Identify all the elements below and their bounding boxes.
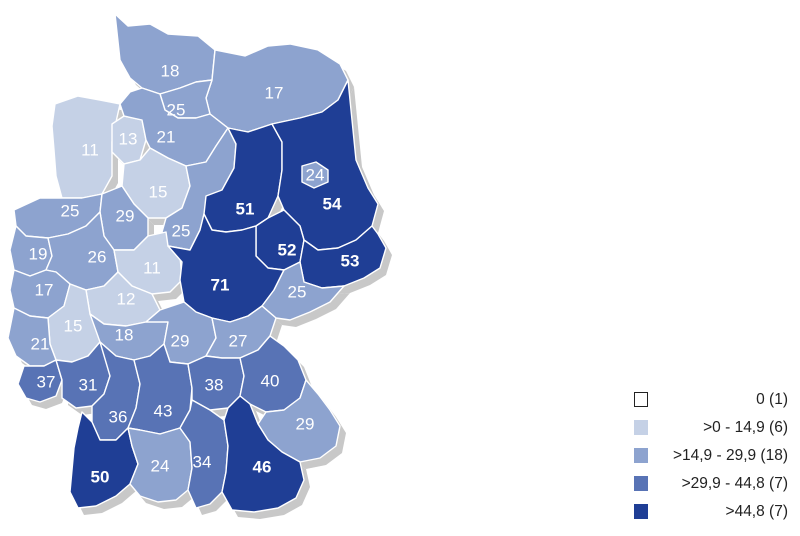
region-berlin xyxy=(301,161,329,189)
region-value-label: 36 xyxy=(109,407,128,426)
legend-label: >14,9 - 29,9 (18) xyxy=(672,447,788,464)
region-value-label: 18 xyxy=(115,325,134,344)
region-value-label: 15 xyxy=(64,316,83,335)
region-value-label: 37 xyxy=(37,372,56,391)
region-value-label: 21 xyxy=(157,127,176,146)
region-freiburg xyxy=(69,411,139,509)
legend-item: >0 - 14,9 (6) xyxy=(630,414,796,442)
region-value-label: 46 xyxy=(253,457,272,476)
region-value-label: 19 xyxy=(29,244,48,263)
region-value-label: 11 xyxy=(143,258,161,277)
region-value-label: 43 xyxy=(154,401,173,420)
region-value-label: 53 xyxy=(341,251,360,270)
region-value-label: 29 xyxy=(116,206,135,225)
legend-item: >29,9 - 44,8 (7) xyxy=(630,470,796,498)
region-value-label: 71 xyxy=(211,275,230,294)
region-chemnitz xyxy=(261,261,345,321)
legend-label: >29,9 - 44,8 (7) xyxy=(681,475,788,492)
map-value-labels: 18 17 25 11 13 21 15 25 51 54 24 25 29 19 26 17 11 12 52 53… xyxy=(29,61,360,486)
region-value-label: 38 xyxy=(205,375,224,394)
region-value-label: 24 xyxy=(306,165,325,184)
legend-swatch xyxy=(634,504,648,519)
region-value-label: 18 xyxy=(161,61,180,80)
region-value-label: 25 xyxy=(167,100,186,119)
region-value-label: 25 xyxy=(288,282,307,301)
region-niederbayern xyxy=(257,379,341,463)
region-value-label: 17 xyxy=(35,280,54,299)
region-value-label: 25 xyxy=(61,201,80,220)
region-value-label: 52 xyxy=(278,240,297,259)
region-tuebingen xyxy=(127,427,193,503)
legend-item: 0 (1) xyxy=(630,386,796,414)
region-weser-ems xyxy=(51,95,121,199)
region-value-label: 29 xyxy=(296,414,315,433)
map-regions xyxy=(7,13,387,513)
legend-swatch xyxy=(634,420,648,435)
region-value-label: 34 xyxy=(193,452,212,471)
region-oberbayern xyxy=(221,395,305,513)
region-value-label: 29 xyxy=(171,331,190,350)
legend-swatch xyxy=(634,476,648,491)
legend-swatch xyxy=(634,392,648,407)
region-value-label: 15 xyxy=(149,182,168,201)
legend-swatch xyxy=(634,448,648,463)
region-value-label: 21 xyxy=(31,334,50,353)
region-value-label: 51 xyxy=(236,199,255,218)
region-value-label: 31 xyxy=(79,375,98,394)
region-value-label: 11 xyxy=(81,140,99,159)
legend-label: >44,8 (7) xyxy=(725,503,788,520)
region-value-label: 50 xyxy=(91,467,110,486)
region-value-label: 24 xyxy=(151,456,170,475)
legend-label: >0 - 14,9 (6) xyxy=(703,419,788,436)
legend-label: 0 (1) xyxy=(756,391,788,408)
region-saarland xyxy=(17,359,63,403)
region-value-label: 27 xyxy=(229,331,248,350)
region-value-label: 26 xyxy=(88,247,107,266)
region-value-label: 17 xyxy=(265,83,284,102)
region-value-label: 40 xyxy=(261,371,280,390)
legend-item: >44,8 (7) xyxy=(630,498,796,526)
region-value-label: 12 xyxy=(117,289,136,308)
legend-item: >14,9 - 29,9 (18) xyxy=(630,442,796,470)
region-value-label: 54 xyxy=(323,194,342,213)
map-legend: 0 (1) >0 - 14,9 (6) >14,9 - 29,9 (18) >2… xyxy=(630,386,796,526)
region-value-label: 25 xyxy=(172,221,191,240)
region-value-label: 13 xyxy=(119,129,138,148)
